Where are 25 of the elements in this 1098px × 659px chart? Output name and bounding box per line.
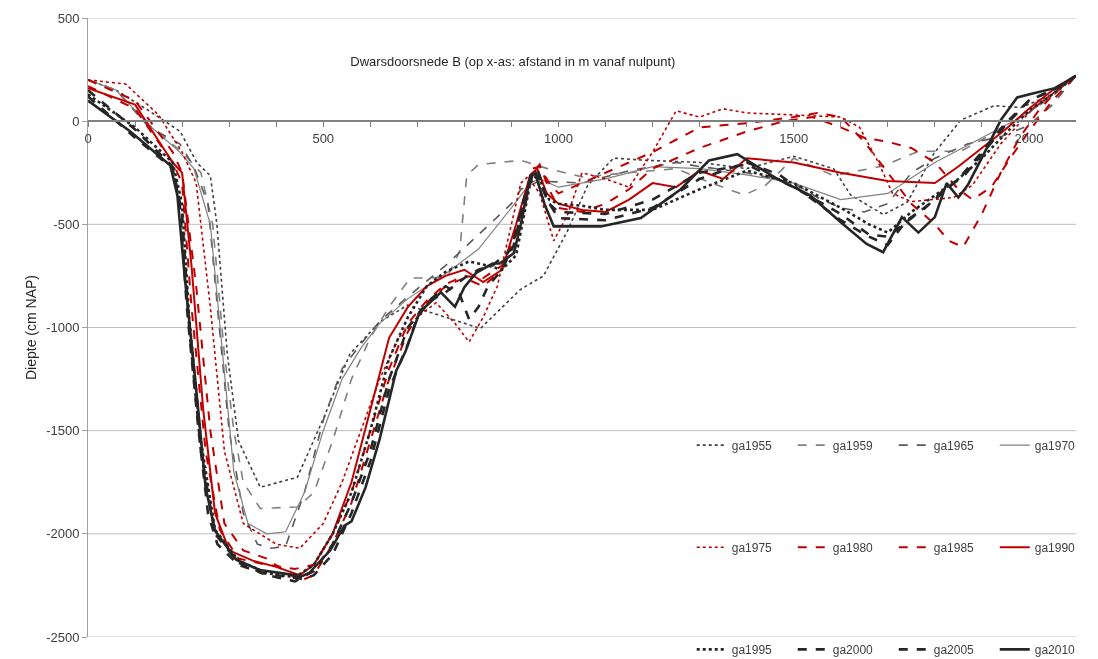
text: Dwarsdoorsnede B (op x-as: afstand in m vanaf nulpunt) [350,53,676,69]
x-tick-label: 1000 [544,130,573,146]
legend-label: ga1980 [832,540,874,555]
legend-label: ga1955 [731,438,773,453]
legend-label: ga2005 [933,643,975,658]
y-tick-label: -2000 [46,526,80,542]
legend-label: ga1965 [933,438,975,453]
y-axis-title: Diepte (cm NAP) [22,274,39,381]
legend-label: ga2000 [832,643,874,658]
y-tick-label: -500 [53,216,80,232]
legend-label: ga1959 [832,438,874,453]
y-tick-label: 0 [72,113,80,129]
y-tick-label: -2500 [46,629,80,645]
legend-label: ga1970 [1034,438,1076,453]
legend-label: ga2010 [1034,643,1076,658]
x-tick-label: 0 [84,130,92,146]
x-tick-label: 1500 [779,130,809,146]
legend-label: ga1995 [731,643,773,658]
y-tick-label: -1500 [46,423,80,439]
y-tick-label: -1000 [46,320,80,336]
y-tick-label: 500 [57,10,80,26]
legend-label: ga1975 [731,540,773,555]
legend-label: ga1985 [933,540,975,555]
legend-label: ga1990 [1034,540,1076,555]
x-tick-label: 500 [312,130,335,146]
